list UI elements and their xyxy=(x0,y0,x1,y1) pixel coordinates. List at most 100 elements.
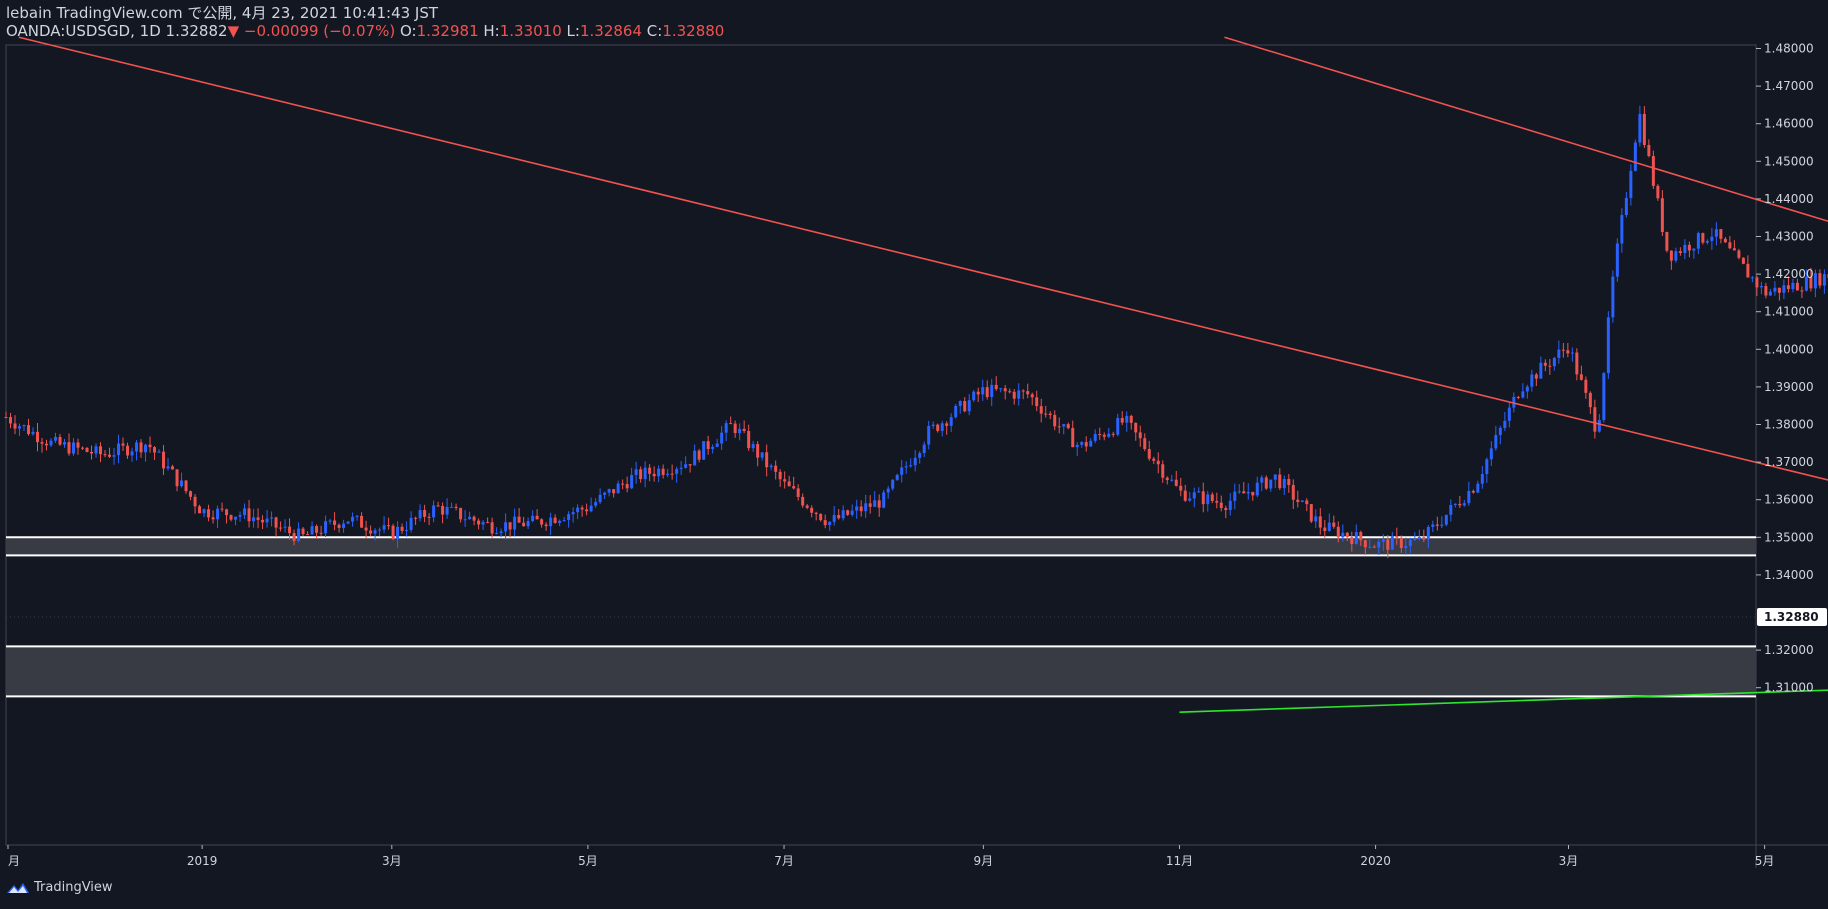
candle-body xyxy=(1768,291,1772,296)
candle-body xyxy=(1224,508,1228,511)
candle-body xyxy=(616,483,620,494)
trendline-2[interactable] xyxy=(1179,644,1828,713)
candle-body xyxy=(1111,433,1115,435)
candle xyxy=(607,488,611,497)
candle-body xyxy=(1413,539,1417,541)
price-axis[interactable]: 1.48000 1.47000 1.46000 1.45000 1.44000 1.430… xyxy=(1756,42,1814,695)
candle-body xyxy=(400,526,404,531)
candle-body xyxy=(1408,539,1412,546)
trendline-1[interactable] xyxy=(1224,36,1828,633)
candle xyxy=(990,378,994,407)
candle-body xyxy=(1665,231,1669,251)
candle xyxy=(1395,527,1399,545)
candle xyxy=(1804,269,1808,292)
candle-body xyxy=(405,530,409,532)
candle xyxy=(1435,516,1439,531)
candle-body xyxy=(157,451,161,453)
candle xyxy=(1458,495,1462,509)
candle-body xyxy=(1273,474,1277,480)
candle xyxy=(1782,279,1786,300)
candle-body xyxy=(67,442,71,454)
candle-body xyxy=(706,441,710,450)
candle-body xyxy=(499,531,503,534)
candle-body xyxy=(837,515,841,519)
candle-body xyxy=(481,522,485,525)
candle-body xyxy=(130,451,134,456)
candle xyxy=(1579,365,1583,381)
candle-body xyxy=(1557,349,1561,358)
candle-body xyxy=(1233,491,1237,501)
candle xyxy=(589,497,593,513)
candle xyxy=(171,464,175,470)
candle-body xyxy=(945,423,949,426)
candle-body xyxy=(1647,144,1651,157)
candle xyxy=(1557,340,1561,364)
price-tick-label: 1.42000 xyxy=(1764,267,1814,281)
candle xyxy=(603,491,607,500)
trendlines-layer[interactable] xyxy=(18,36,1828,713)
candle xyxy=(855,499,859,519)
candle xyxy=(184,480,188,494)
candle-body xyxy=(355,515,359,517)
time-tick-label: 3月 xyxy=(1559,854,1579,868)
candle xyxy=(1521,383,1525,399)
candle-body xyxy=(126,445,130,456)
candle-body xyxy=(729,423,733,425)
candle xyxy=(486,517,490,524)
candle-body xyxy=(873,500,877,507)
candle xyxy=(711,444,715,454)
candle xyxy=(1710,227,1714,250)
candle xyxy=(517,508,521,523)
candle xyxy=(999,388,1003,393)
candle-body xyxy=(850,510,854,515)
candle xyxy=(1242,481,1246,494)
trendline-0[interactable] xyxy=(18,36,1828,708)
candle xyxy=(1300,500,1304,503)
candle-body xyxy=(189,491,193,497)
symbol-label[interactable]: OANDA:USDSGD, 1D xyxy=(6,22,161,40)
candle xyxy=(949,413,953,433)
candle xyxy=(1813,269,1817,298)
candle-body xyxy=(283,526,287,528)
candle-body xyxy=(1125,415,1129,423)
candle xyxy=(1737,248,1741,260)
horizontal-zones[interactable] xyxy=(6,536,1756,698)
candle xyxy=(1426,525,1430,549)
candle-body xyxy=(1656,185,1660,199)
candle xyxy=(1237,484,1241,494)
candle-body xyxy=(1120,417,1124,423)
candle-body xyxy=(1080,442,1084,445)
candle-body xyxy=(526,520,530,527)
candle xyxy=(621,479,625,490)
candle xyxy=(369,525,373,537)
candle-body xyxy=(1300,500,1304,502)
candle xyxy=(18,423,22,436)
candle xyxy=(1102,432,1106,441)
candle xyxy=(1525,384,1529,399)
candle xyxy=(913,450,917,472)
time-axis[interactable]: 月20193月5月7月9月11月20203月5月7月9月11月20213月5月 xyxy=(7,845,1828,868)
candle-body xyxy=(1678,251,1682,253)
candle xyxy=(756,441,760,467)
candle-body xyxy=(144,444,148,453)
candle-body xyxy=(1705,240,1709,243)
candle xyxy=(126,442,130,459)
candle xyxy=(1818,269,1822,289)
price-tick-label: 1.48000 xyxy=(1764,42,1814,56)
candle-body xyxy=(72,442,76,454)
candle-body xyxy=(1579,374,1583,380)
candle-body xyxy=(1435,524,1439,526)
candle-body xyxy=(63,442,67,445)
candle-body xyxy=(508,522,512,530)
candle-body xyxy=(544,524,548,527)
footer-brand[interactable]: TradingView xyxy=(6,880,113,895)
candle-body xyxy=(1471,490,1475,493)
candle xyxy=(166,458,170,471)
time-tick-label: 7月 xyxy=(774,854,794,868)
candle xyxy=(1377,539,1381,556)
candle-body xyxy=(1314,516,1318,522)
candle xyxy=(553,514,557,524)
candle xyxy=(1309,503,1313,524)
candle xyxy=(108,447,112,459)
